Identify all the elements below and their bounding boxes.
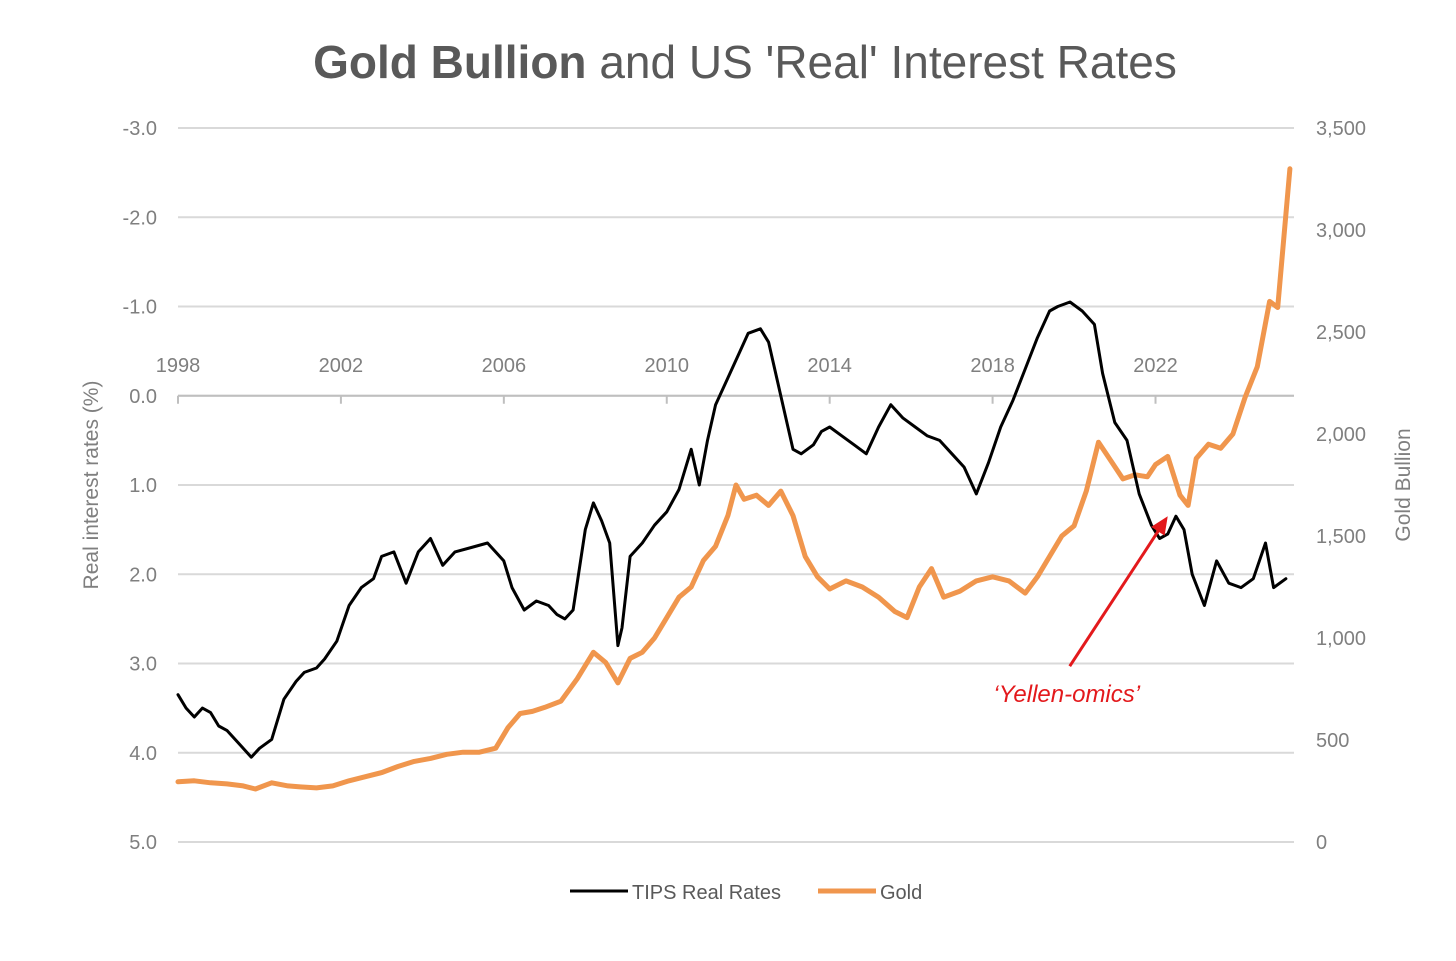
left-tick-label: 4.0 bbox=[129, 743, 157, 765]
legend-label-gold: Gold bbox=[880, 882, 922, 904]
x-tick-label: 1998 bbox=[156, 355, 201, 377]
x-tick-label: 2022 bbox=[1133, 355, 1178, 377]
legend: TIPS Real Rates Gold bbox=[570, 882, 922, 904]
left-axis-label: Real interest rates (%) bbox=[80, 381, 103, 590]
left-tick-label: -3.0 bbox=[123, 118, 157, 140]
left-tick-label: 2.0 bbox=[129, 564, 157, 586]
x-tick-label: 2018 bbox=[970, 355, 1015, 377]
series-line-gold bbox=[175, 166, 1293, 792]
chart-title-rest: and US 'Real' Interest Rates bbox=[587, 36, 1177, 88]
x-tick-label: 2010 bbox=[645, 355, 690, 377]
annotation-arrowhead bbox=[1151, 516, 1168, 536]
annotation-text: ‘Yellen-omics’ bbox=[993, 681, 1140, 708]
right-tick-label: 1,500 bbox=[1316, 526, 1366, 548]
series-layer bbox=[175, 166, 1293, 792]
right-tick-label: 2,500 bbox=[1316, 322, 1366, 344]
x-tick-label: 2002 bbox=[319, 355, 364, 377]
right-tick-label: 500 bbox=[1316, 730, 1349, 752]
right-tick-label: 1,000 bbox=[1316, 628, 1366, 650]
chart-title-bold: Gold Bullion bbox=[313, 36, 586, 88]
x-tick-label: 2014 bbox=[807, 355, 852, 377]
right-tick-label: 3,500 bbox=[1316, 118, 1366, 140]
left-tick-label: 0.0 bbox=[129, 386, 157, 408]
right-tick-label: 2,000 bbox=[1316, 424, 1366, 446]
x-tick-label: 2006 bbox=[482, 355, 527, 377]
right-axis-label: Gold Bullion bbox=[1392, 428, 1415, 541]
annotation-arrow bbox=[1068, 526, 1162, 668]
left-axis-ticks: -3.0 -2.0 -1.0 0.0 1.0 2.0 3.0 4.0 5.0 bbox=[123, 118, 157, 854]
left-tick-label: -2.0 bbox=[123, 207, 157, 229]
series-line-tips bbox=[176, 300, 1288, 759]
left-tick-label: 3.0 bbox=[129, 654, 157, 676]
right-axis-ticks: 0 500 1,000 1,500 2,000 2,500 3,000 3,500 bbox=[1316, 118, 1366, 854]
right-tick-label: 3,000 bbox=[1316, 220, 1366, 242]
left-tick-label: 5.0 bbox=[129, 832, 157, 854]
right-tick-label: 0 bbox=[1316, 832, 1327, 854]
left-tick-label: 1.0 bbox=[129, 475, 157, 497]
x-axis: 1998 2002 2006 2010 2014 2018 2022 bbox=[156, 355, 1294, 404]
legend-label-tips: TIPS Real Rates bbox=[632, 882, 781, 904]
chart-title: Gold Bullion and US 'Real' Interest Rate… bbox=[313, 36, 1177, 88]
left-tick-label: -1.0 bbox=[123, 297, 157, 319]
annotation: ‘Yellen-omics’ bbox=[993, 516, 1168, 708]
